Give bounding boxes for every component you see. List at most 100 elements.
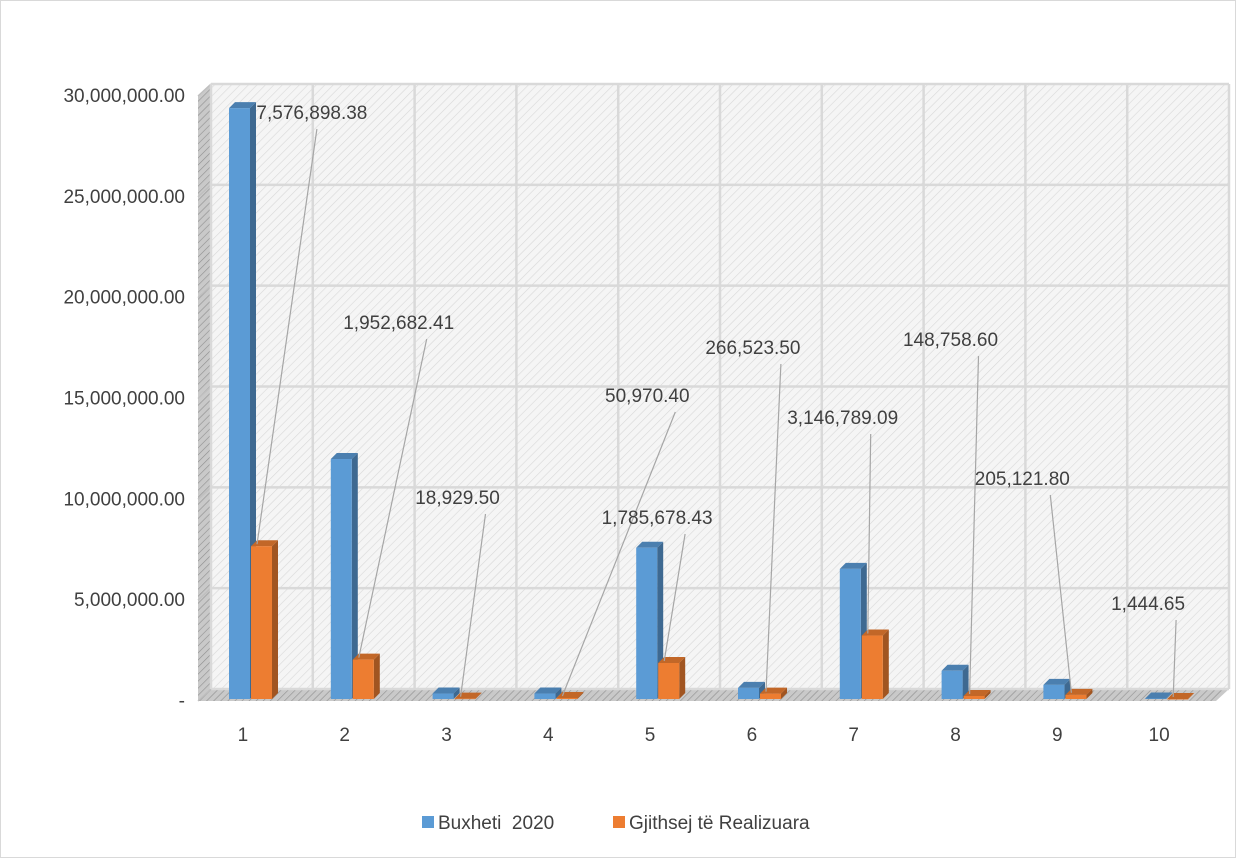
- bar-realized: [251, 540, 278, 699]
- y-tick-label: 15,000,000.00: [63, 389, 185, 410]
- bar-budget-side: [453, 687, 460, 699]
- bar-budget: [432, 687, 460, 699]
- y-tick-label: 20,000,000.00: [63, 288, 185, 309]
- leader-line: [1172, 619, 1177, 697]
- bar-budget-top: [941, 664, 969, 671]
- bar-budget-side: [1166, 692, 1173, 699]
- gridline-side: [197, 285, 212, 299]
- bar-budget-front: [229, 108, 250, 699]
- bar-realized-front: [1065, 694, 1087, 699]
- gridlines: [197, 82, 1231, 702]
- bar-realized: [658, 656, 686, 699]
- bar-realized: [861, 629, 889, 699]
- leader-lines: [256, 128, 1177, 697]
- legend-label-budget: Buxheti 2020: [438, 813, 554, 834]
- data-label: 3,146,789.09: [787, 408, 898, 429]
- bar-realized-front: [861, 635, 883, 699]
- bar-realized-side: [272, 540, 278, 699]
- bar-realized-side: [1086, 688, 1093, 699]
- bar-realized: [352, 653, 380, 699]
- bar-budget-front: [839, 568, 861, 699]
- bar-realized: [963, 690, 991, 699]
- bar-realized-front: [760, 693, 781, 699]
- bar-budget-top: [1145, 692, 1173, 699]
- bar-budget-front: [636, 547, 658, 699]
- x-tick-label: 1: [238, 725, 249, 746]
- leader-line: [256, 128, 318, 545]
- bar-realized-top: [760, 687, 787, 694]
- data-label: 18,929.50: [415, 488, 500, 509]
- x-tick-label: 4: [543, 725, 554, 746]
- leader-line: [969, 355, 980, 695]
- bar-budget: [330, 453, 358, 699]
- bar-budget-front: [738, 687, 759, 699]
- bar-realized-side: [1188, 692, 1195, 699]
- data-label: 1,444.65: [1111, 594, 1185, 615]
- bar-budget-front: [432, 693, 454, 699]
- leader-line: [460, 513, 487, 697]
- bar-budget-front: [941, 670, 963, 699]
- y-tick-label: 30,000,000.00: [63, 86, 185, 107]
- legend-swatch-budget: [422, 816, 434, 828]
- bar-budget-front: [534, 693, 556, 699]
- data-label: 266,523.50: [705, 338, 800, 359]
- bar-budget: [534, 687, 562, 699]
- y-tick-label: 25,000,000.00: [63, 187, 185, 208]
- legend-swatch-realized: [613, 816, 625, 828]
- data-label: 50,970.40: [605, 386, 690, 407]
- y-axis: - 5,000,000.00 10,000,000.00 15,000,000.00 2…: [63, 86, 185, 712]
- bar-realized-side: [882, 629, 889, 699]
- leader-line: [867, 433, 872, 634]
- x-tick-label: 9: [1052, 725, 1063, 746]
- leader-line: [765, 363, 782, 692]
- bar-realized-front: [963, 696, 985, 699]
- y-tick-label: -: [179, 691, 185, 712]
- bar-realized-side: [984, 690, 991, 699]
- data-label: 1,952,682.41: [343, 313, 454, 334]
- bar-realized-front: [352, 659, 374, 699]
- bar-budget-top: [330, 453, 358, 460]
- leader-line: [1049, 494, 1072, 693]
- gridline-side: [197, 587, 212, 601]
- bar-realized: [1065, 688, 1093, 699]
- x-tick-label: 3: [441, 725, 452, 746]
- bar-realized: [760, 687, 787, 699]
- y-tick-label: 10,000,000.00: [63, 489, 185, 510]
- bar-realized-top: [1167, 692, 1195, 699]
- bar-realized-side: [781, 687, 787, 699]
- leader-line: [663, 533, 686, 662]
- data-label: 1,785,678.43: [602, 508, 713, 529]
- x-tick-label: 10: [1149, 725, 1170, 746]
- gridline-side: [197, 486, 212, 500]
- bar-budget-top: [738, 681, 765, 688]
- bar-budget-front: [1145, 698, 1167, 699]
- gridline-side: [197, 688, 212, 702]
- legend-label-realized: Gjithsej të Realizuara: [629, 813, 810, 834]
- x-tick-label: 6: [747, 725, 758, 746]
- bar-budget: [1043, 678, 1071, 699]
- bar-budget-top: [432, 687, 460, 694]
- gridline-side: [197, 184, 212, 198]
- bar-budget-side: [962, 664, 969, 699]
- bar-realized-front: [1167, 698, 1189, 700]
- bar-budget-top: [229, 102, 256, 109]
- x-tick-label: 5: [645, 725, 656, 746]
- bar-realized-front: [454, 698, 476, 700]
- gridline-side: [197, 385, 212, 400]
- bar-budget-top: [636, 541, 664, 548]
- x-tick-label: 8: [950, 725, 961, 746]
- bar-realized-top: [963, 690, 991, 697]
- x-tick-label: 7: [848, 725, 859, 746]
- bar-budget: [1145, 692, 1173, 699]
- data-labels: 7,576,898.38 1,952,682.41 18,929.50 50,970.…: [256, 103, 1185, 615]
- bar-budget-top: [1043, 678, 1071, 685]
- bars: [229, 102, 1195, 700]
- leader-line: [358, 338, 428, 658]
- x-axis: 1 2 3 4 5 6 7 8 9 10: [238, 725, 1170, 746]
- data-label: 7,576,898.38: [256, 103, 367, 124]
- bar-realized-top: [1065, 688, 1093, 695]
- bar-budget: [941, 664, 969, 699]
- y-tick-label: 5,000,000.00: [74, 590, 185, 611]
